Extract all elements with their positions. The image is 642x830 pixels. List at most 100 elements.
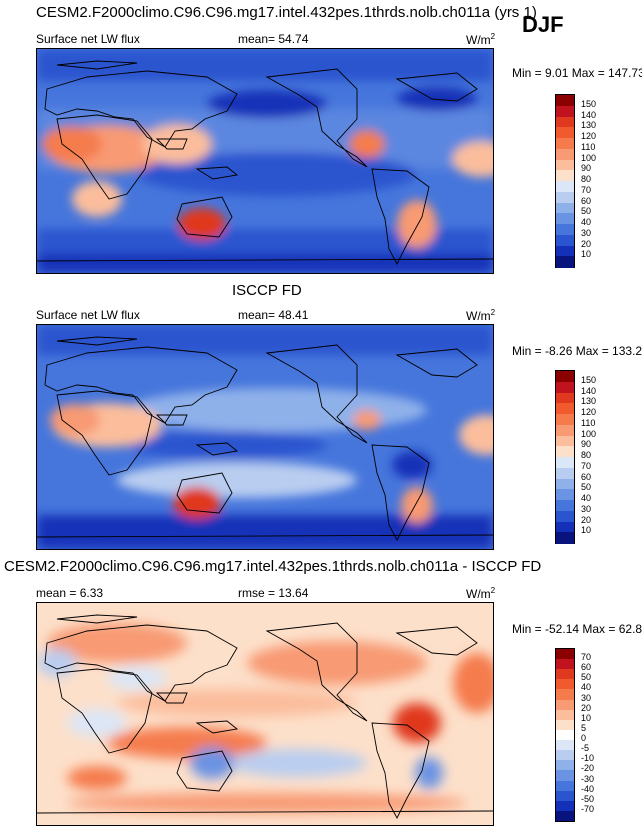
colorbar-swatch — [556, 699, 574, 711]
panel3-mean-label: mean = 6.33 — [36, 586, 104, 600]
colorbar-tick-label: 60 — [581, 471, 592, 482]
colorbar-tick-label: 80 — [581, 450, 592, 460]
colorbar-tick-label: 60 — [581, 195, 592, 206]
colorbar-swatch — [556, 659, 574, 670]
colorbar-tick-label: 100 — [581, 428, 597, 439]
panel3-map-field — [37, 603, 493, 825]
colorbar-swatch — [556, 191, 574, 203]
panel1-units: W/m2 — [466, 32, 496, 47]
colorbar-swatch — [556, 489, 574, 501]
colorbar-tick-label: 70 — [581, 460, 592, 471]
colorbar-swatch — [556, 435, 574, 447]
panel3-colorbar — [555, 648, 575, 822]
colorbar-tick-label: 0 — [581, 733, 587, 744]
panel2-units: W/m2 — [466, 308, 496, 323]
colorbar-swatch — [556, 467, 574, 479]
colorbar-swatch — [556, 679, 574, 690]
panel1-map-field — [37, 49, 493, 273]
colorbar-swatch — [556, 790, 574, 802]
panel1-colorbar — [555, 94, 575, 268]
colorbar-swatch — [556, 170, 574, 182]
colorbar-swatch — [556, 148, 574, 160]
colorbar-swatch — [556, 392, 574, 404]
panel2-minmax: Min = -8.26 Max = 133.21 — [512, 344, 642, 358]
colorbar-swatch — [556, 719, 574, 731]
colorbar-tick-label: 130 — [581, 396, 597, 407]
colorbar-tick-label: 90 — [581, 163, 592, 174]
colorbar-swatch — [556, 729, 574, 741]
colorbar-swatch — [556, 689, 574, 701]
panel1-mean-label: mean= 54.74 — [238, 32, 309, 46]
colorbar-tick-label: 30 — [581, 503, 592, 514]
colorbar-swatch — [556, 213, 574, 225]
colorbar-tick-label: 80 — [581, 174, 592, 184]
colorbar-swatch — [556, 116, 574, 128]
panel1-map — [36, 48, 494, 274]
colorbar-swatch — [556, 138, 574, 150]
colorbar-tick-label: 20 — [581, 238, 592, 249]
colorbar-tick-label: 50 — [581, 482, 592, 493]
colorbar-tick-label: 140 — [581, 385, 597, 396]
colorbar-tick-label: 40 — [581, 217, 592, 227]
panel1-variable-label: Surface net LW flux — [36, 32, 140, 46]
panel2-title: ISCCP FD — [232, 282, 302, 299]
colorbar-tick-label: -40 — [581, 783, 595, 794]
colorbar-tick-label: 140 — [581, 109, 597, 120]
panel3-minmax: Min = -52.14 Max = 62.84 — [512, 622, 642, 636]
colorbar-swatch — [556, 202, 574, 214]
colorbar-tick-label: 120 — [581, 407, 597, 417]
colorbar-tick-label: 100 — [581, 152, 597, 163]
panel3-title: CESM2.F2000climo.C96.C96.mg17.intel.432p… — [4, 558, 542, 575]
colorbar-swatch — [556, 478, 574, 490]
colorbar-swatch — [556, 181, 574, 193]
panel2-variable-label: Surface net LW flux — [36, 308, 140, 322]
colorbar-tick-label: 10 — [581, 249, 592, 260]
colorbar-swatch — [556, 446, 574, 458]
panel3-rmse-label: rmse = 13.64 — [238, 586, 309, 600]
colorbar-tick-label: 150 — [581, 374, 597, 385]
colorbar-tick-label: 120 — [581, 131, 597, 141]
panel1-title: CESM2.F2000climo.C96.C96.mg17.intel.432p… — [36, 4, 537, 21]
colorbar-tick-label: 70 — [581, 184, 592, 195]
colorbar-tick-label: 150 — [581, 98, 597, 109]
panel1-minmax: Min = 9.01 Max = 147.73 — [512, 66, 642, 80]
colorbar-swatch — [556, 224, 574, 236]
colorbar-swatch — [556, 800, 574, 812]
colorbar-swatch — [556, 750, 574, 761]
colorbar-swatch — [556, 740, 574, 751]
colorbar-swatch — [556, 256, 574, 268]
colorbar-swatch — [556, 414, 574, 426]
colorbar-tick-label: -5 — [581, 743, 590, 754]
colorbar-swatch — [556, 245, 574, 257]
colorbar-swatch — [556, 457, 574, 469]
colorbar-tick-label: 30 — [581, 227, 592, 238]
colorbar-swatch — [556, 810, 574, 822]
colorbar-tick-label: 30 — [581, 692, 592, 703]
colorbar-tick-label: 70 — [581, 652, 592, 663]
colorbar-tick-label: 40 — [581, 682, 592, 693]
colorbar-tick-label: -20 — [581, 763, 595, 774]
colorbar-swatch — [556, 780, 574, 792]
colorbar-tick-label: 110 — [581, 417, 596, 428]
colorbar-swatch — [556, 709, 574, 721]
colorbar-swatch — [556, 760, 574, 771]
colorbar-swatch — [556, 105, 574, 117]
panel3-map — [36, 602, 494, 826]
colorbar-swatch — [556, 381, 574, 393]
colorbar-tick-label: -30 — [581, 773, 595, 784]
colorbar-swatch — [556, 234, 574, 246]
colorbar-swatch — [556, 532, 574, 544]
colorbar-swatch — [556, 159, 574, 171]
colorbar-tick-label: 40 — [581, 493, 592, 503]
colorbar-swatch — [556, 371, 574, 383]
colorbar-tick-label: 10 — [581, 712, 592, 723]
colorbar-tick-label: -10 — [581, 753, 595, 764]
colorbar-swatch — [556, 127, 574, 139]
colorbar-swatch — [556, 403, 574, 415]
colorbar-swatch — [556, 649, 574, 660]
colorbar-tick-label: 10 — [581, 525, 592, 536]
colorbar-tick-label: 110 — [581, 141, 596, 152]
colorbar-tick-label: 20 — [581, 514, 592, 525]
colorbar-tick-label: -50 — [581, 793, 595, 804]
panel2-mean-label: mean= 48.41 — [238, 308, 309, 322]
